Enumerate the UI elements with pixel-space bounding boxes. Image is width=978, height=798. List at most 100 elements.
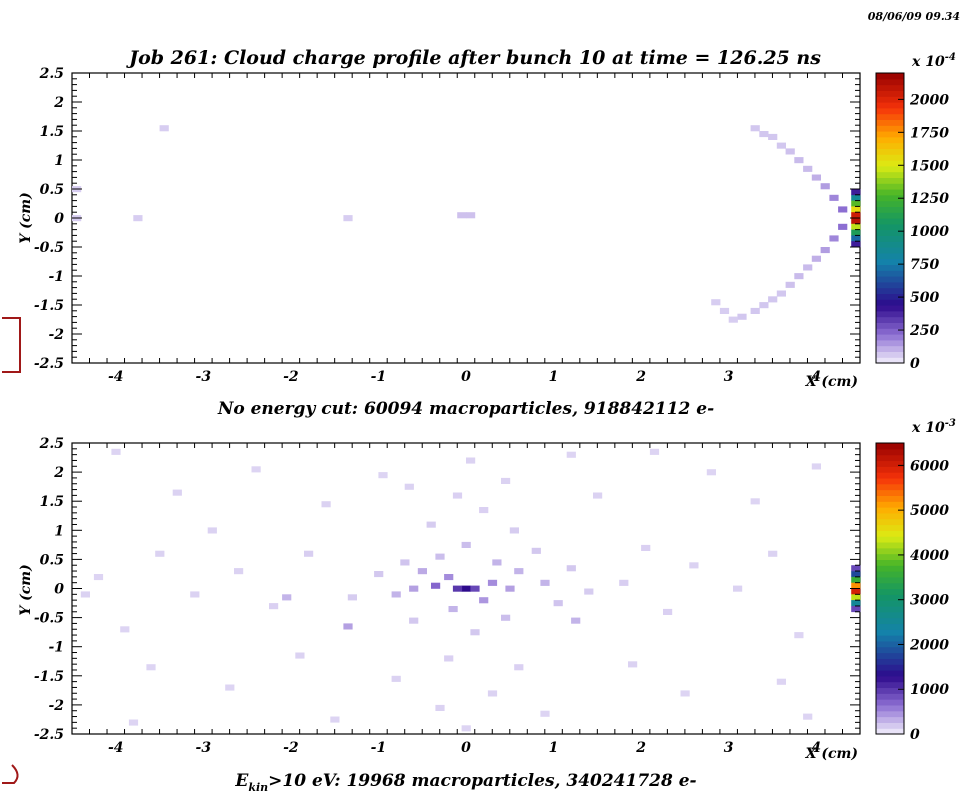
heatmap-cell bbox=[803, 264, 813, 271]
heatmap-cell bbox=[851, 600, 861, 607]
heatmap-cell bbox=[750, 125, 760, 132]
colorbar-swatch bbox=[876, 541, 904, 549]
heatmap-cell bbox=[803, 165, 813, 172]
colorbar-swatch bbox=[876, 113, 904, 120]
colorbar-swatch bbox=[876, 241, 904, 248]
heatmap-cell bbox=[711, 299, 721, 306]
panel-bottom: -4 -3 -2 -1 0 1 2 3 4 2.5 2 1.5 1 0.5 0 -0.5 -1 -1.5 -2 -2… bbox=[18, 418, 956, 794]
heatmap-cell bbox=[234, 568, 244, 575]
y-tick-label: 2 bbox=[53, 95, 64, 111]
x-tick-label: 1 bbox=[549, 740, 559, 756]
colorbar-swatch bbox=[876, 171, 904, 178]
heatmap-cell bbox=[391, 675, 401, 682]
heatmap-cell bbox=[820, 247, 830, 254]
colorbar-tick-label: 1000 bbox=[910, 224, 949, 240]
colorbar-swatch bbox=[876, 495, 904, 502]
heatmap-cell bbox=[479, 597, 489, 604]
panel-bottom-y-tick-labels: 2.5 2 1.5 1 0.5 0 -0.5 -1 -1.5 -2 -2.5 bbox=[34, 436, 64, 743]
colorbar-swatch bbox=[876, 293, 904, 300]
heatmap-cell bbox=[768, 133, 778, 140]
colorbar-swatch bbox=[876, 518, 904, 526]
y-tick-label: 1 bbox=[54, 153, 64, 169]
heatmap-cell bbox=[120, 626, 130, 633]
colorbar-swatch bbox=[876, 206, 904, 213]
colorbar-swatch bbox=[876, 316, 904, 323]
colorbar-swatch bbox=[876, 310, 904, 318]
heatmap-cell bbox=[851, 588, 861, 595]
heatmap-cell bbox=[803, 713, 813, 720]
colorbar-tick-label: 6000 bbox=[910, 458, 949, 474]
panel-top-y-axis-label: Y (cm) bbox=[18, 192, 34, 243]
heatmap-cell bbox=[531, 547, 541, 554]
panel-top-y-tick-labels: 2.5 2 1.5 1 0.5 0 -0.5 -1 -1.5 -2 -2.5 bbox=[34, 66, 64, 372]
colorbar-swatch bbox=[876, 334, 904, 341]
heatmap-cell bbox=[466, 457, 476, 464]
colorbar-swatch bbox=[876, 276, 904, 283]
heatmap-cell bbox=[794, 157, 804, 164]
heatmap-cell bbox=[619, 579, 629, 586]
colorbar-swatch bbox=[876, 617, 904, 625]
heatmap-cell bbox=[461, 541, 471, 548]
colorbar-swatch bbox=[876, 223, 904, 231]
heatmap-cell bbox=[479, 507, 489, 514]
x-tick-label: -3 bbox=[196, 740, 212, 756]
heatmap-cell bbox=[851, 189, 861, 196]
colorbar-swatch bbox=[876, 448, 904, 456]
heatmap-cell bbox=[343, 623, 353, 630]
heatmap-cell bbox=[794, 273, 804, 280]
heatmap-cell bbox=[487, 579, 498, 586]
colorbar-swatch bbox=[876, 454, 904, 462]
colorbar-swatch bbox=[876, 477, 904, 485]
colorbar-swatch bbox=[876, 322, 904, 329]
panel-top: Job 261: Cloud charge profile after bunc… bbox=[18, 47, 956, 419]
colorbar-swatch bbox=[876, 600, 904, 607]
colorbar-swatch bbox=[876, 328, 904, 335]
colorbar-swatch bbox=[876, 351, 904, 358]
heatmap-cell bbox=[794, 632, 804, 639]
y-tick-label: 2.5 bbox=[39, 66, 64, 82]
y-tick-label: -0.5 bbox=[34, 611, 64, 627]
colorbar-swatch bbox=[876, 594, 904, 601]
colorbar-swatch bbox=[876, 640, 904, 648]
heatmap-cell bbox=[93, 574, 104, 581]
heatmap-cell bbox=[759, 302, 769, 309]
heatmap-cell bbox=[444, 574, 454, 581]
colorbar-swatch bbox=[876, 699, 904, 706]
heatmap-cell bbox=[811, 174, 821, 181]
heatmap-cell bbox=[505, 585, 515, 592]
heatmap-cell bbox=[851, 223, 861, 230]
x-tick-label: 3 bbox=[724, 369, 734, 385]
colorbar-swatch bbox=[876, 559, 904, 566]
colorbar-swatch bbox=[876, 565, 904, 572]
heatmap-cell bbox=[452, 585, 463, 592]
colorbar-swatch bbox=[876, 687, 904, 694]
colorbar-swatch bbox=[876, 148, 904, 155]
colorbar-swatch bbox=[876, 675, 904, 683]
heatmap-cell bbox=[172, 489, 182, 496]
y-tick-label: 1.5 bbox=[40, 124, 64, 140]
heatmap-cell bbox=[728, 316, 738, 323]
panel-top-x-axis-label: X (cm) bbox=[805, 374, 858, 390]
heatmap-cell bbox=[128, 719, 139, 726]
colorbar-swatch bbox=[876, 507, 904, 514]
colorbar-swatch bbox=[876, 84, 904, 91]
panel-top-title: Job 261: Cloud charge profile after bunc… bbox=[126, 47, 821, 69]
heatmap-cell bbox=[829, 235, 839, 242]
panel-top-colorbar bbox=[875, 72, 905, 364]
heatmap-cell bbox=[466, 212, 476, 219]
heatmap-cell bbox=[851, 229, 861, 236]
heatmap-cell bbox=[776, 142, 786, 149]
colorbar-swatch bbox=[876, 177, 904, 184]
panel-bottom-colorbar-scale: x 10-3 bbox=[911, 418, 956, 436]
colorbar-swatch bbox=[876, 305, 904, 312]
colorbar-swatch bbox=[876, 547, 904, 555]
heatmap-cell bbox=[571, 617, 581, 624]
colorbar-swatch bbox=[876, 160, 904, 167]
x-tick-label: -4 bbox=[108, 369, 124, 385]
heatmap-cell bbox=[470, 585, 480, 592]
colorbar-swatch bbox=[876, 357, 904, 364]
timestamp: 08/06/09 09.34 bbox=[868, 10, 960, 23]
y-tick-label: -2.5 bbox=[34, 727, 64, 743]
heatmap-cell bbox=[785, 281, 795, 288]
x-tick-label: -1 bbox=[371, 740, 387, 756]
